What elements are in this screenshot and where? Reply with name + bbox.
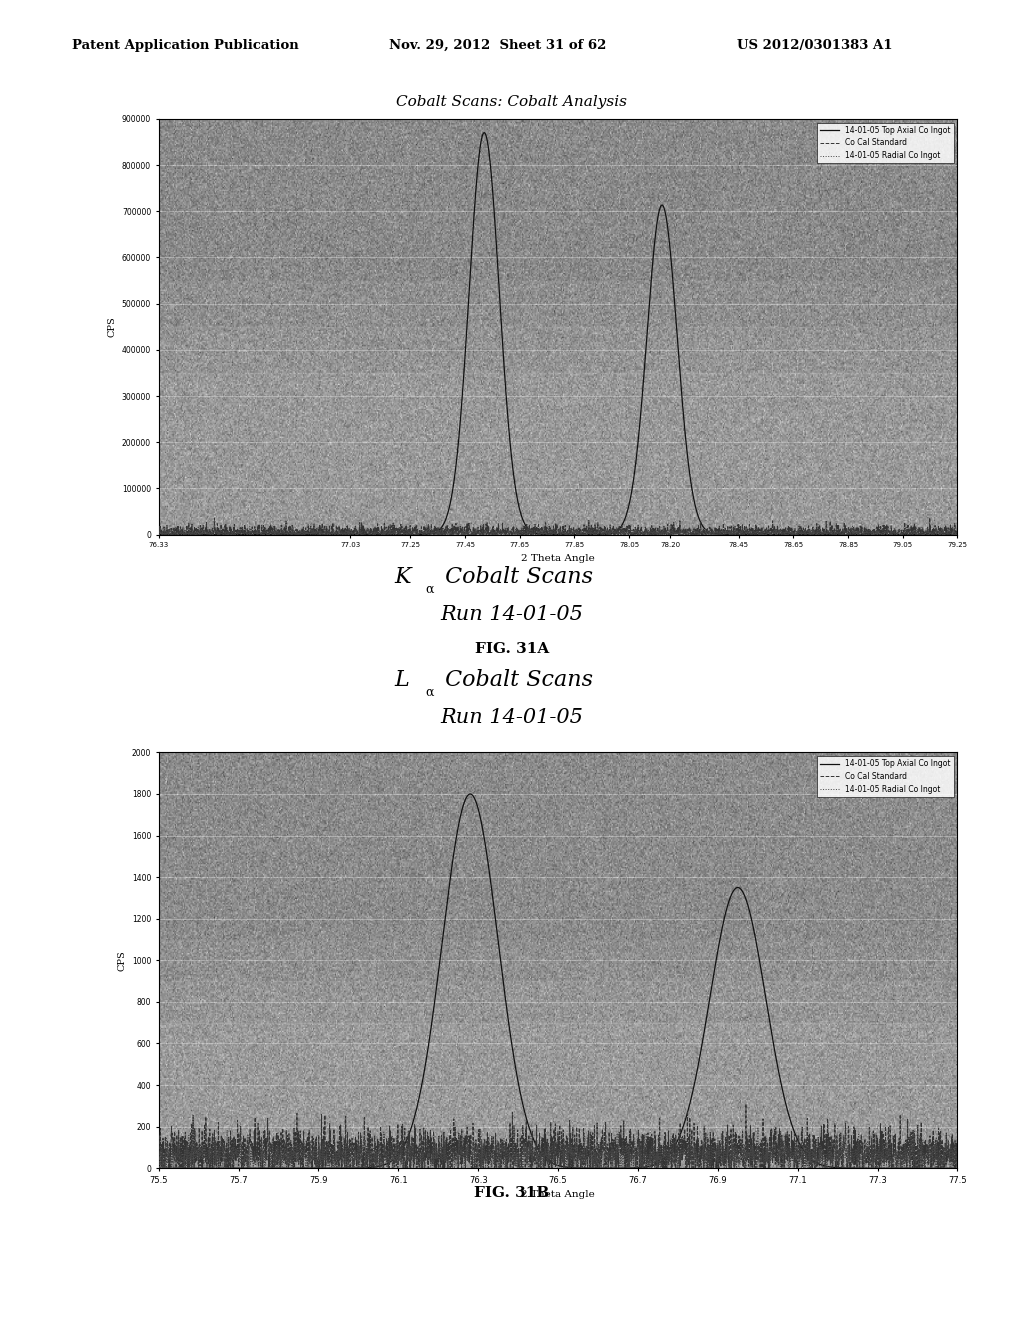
14-01-05 Top Axial Co Ingot (494, 948, 506, 964)
14-01-05 Radial Co Ingot (244, 1142, 256, 1158)
Text: Cobalt Scans: Cobalt Analysis: Cobalt Scans: Cobalt Analysis (396, 95, 628, 108)
Text: Cobalt Scans: Cobalt Scans (438, 669, 593, 692)
14-01-05 Radial Co Ingot (292, 527, 304, 543)
Co Cal Standard (459, 1127, 471, 1143)
14-01-05 Top Axial Co Ingot (153, 527, 165, 543)
Co Cal Standard (459, 527, 471, 543)
Text: Nov. 29, 2012  Sheet 31 of 62: Nov. 29, 2012 Sheet 31 of 62 (389, 38, 606, 51)
14-01-05 Top Axial Co Ingot (244, 527, 256, 543)
14-01-05 Radial Co Ingot (616, 519, 629, 535)
14-01-05 Top Axial Co Ingot (459, 348, 471, 364)
14-01-05 Radial Co Ingot (154, 1160, 166, 1176)
14-01-05 Radial Co Ingot (951, 527, 964, 543)
Co Cal Standard (739, 1096, 752, 1111)
Line: 14-01-05 Top Axial Co Ingot: 14-01-05 Top Axial Co Ingot (159, 133, 957, 535)
Co Cal Standard (936, 521, 948, 537)
14-01-05 Top Axial Co Ingot (291, 527, 303, 543)
Line: Co Cal Standard: Co Cal Standard (159, 1104, 957, 1168)
Co Cal Standard (951, 1122, 964, 1138)
14-01-05 Top Axial Co Ingot (850, 527, 862, 543)
14-01-05 Top Axial Co Ingot (478, 125, 490, 141)
Legend: 14-01-05 Top Axial Co Ingot, Co Cal Standard, 14-01-05 Radial Co Ingot: 14-01-05 Top Axial Co Ingot, Co Cal Stan… (817, 756, 953, 797)
Line: 14-01-05 Radial Co Ingot: 14-01-05 Radial Co Ingot (159, 1126, 957, 1168)
Bar (159, 752, 957, 940)
Co Cal Standard (850, 1147, 862, 1163)
14-01-05 Radial Co Ingot (936, 524, 948, 540)
14-01-05 Radial Co Ingot (153, 527, 165, 543)
14-01-05 Radial Co Ingot (292, 1146, 304, 1162)
Co Cal Standard (154, 1160, 166, 1176)
Y-axis label: CPS: CPS (108, 317, 117, 337)
14-01-05 Top Axial Co Ingot (291, 1160, 303, 1176)
14-01-05 Radial Co Ingot (494, 524, 506, 540)
Bar (159, 940, 957, 981)
Text: Patent Application Publication: Patent Application Publication (72, 38, 298, 51)
Bar (159, 981, 957, 1023)
Co Cal Standard (494, 525, 506, 541)
14-01-05 Radial Co Ingot (459, 527, 471, 543)
14-01-05 Top Axial Co Ingot (951, 1160, 964, 1176)
Bar (159, 1023, 957, 1168)
14-01-05 Top Axial Co Ingot (459, 792, 471, 808)
Text: Cobalt Scans: Cobalt Scans (438, 566, 593, 589)
Text: FIG. 31B: FIG. 31B (474, 1187, 550, 1200)
X-axis label: 2 Theta Angle: 2 Theta Angle (521, 554, 595, 562)
14-01-05 Top Axial Co Ingot (936, 1160, 948, 1176)
14-01-05 Top Axial Co Ingot (850, 1160, 862, 1176)
14-01-05 Top Axial Co Ingot (464, 787, 476, 803)
X-axis label: 2 Theta Angle: 2 Theta Angle (521, 1191, 595, 1200)
Co Cal Standard (850, 523, 862, 539)
14-01-05 Top Axial Co Ingot (936, 527, 948, 543)
Bar (159, 374, 957, 535)
Co Cal Standard (951, 525, 964, 541)
Line: 14-01-05 Top Axial Co Ingot: 14-01-05 Top Axial Co Ingot (159, 795, 957, 1168)
Text: α: α (425, 582, 433, 595)
14-01-05 Radial Co Ingot (951, 1152, 964, 1168)
Co Cal Standard (153, 523, 165, 539)
Co Cal Standard (924, 510, 936, 525)
Text: Run 14-01-05: Run 14-01-05 (440, 709, 584, 727)
Text: FIG. 31A: FIG. 31A (475, 643, 549, 656)
Line: Co Cal Standard: Co Cal Standard (159, 517, 957, 535)
14-01-05 Top Axial Co Ingot (951, 527, 964, 543)
Text: Run 14-01-05: Run 14-01-05 (440, 606, 584, 624)
Co Cal Standard (244, 1122, 256, 1138)
Co Cal Standard (153, 1152, 165, 1168)
Text: US 2012/0301383 A1: US 2012/0301383 A1 (737, 38, 893, 51)
Line: 14-01-05 Radial Co Ingot: 14-01-05 Radial Co Ingot (159, 527, 957, 535)
Co Cal Standard (494, 1150, 506, 1166)
Co Cal Standard (156, 527, 168, 543)
14-01-05 Radial Co Ingot (850, 1148, 862, 1164)
14-01-05 Radial Co Ingot (564, 1118, 577, 1134)
Text: α: α (425, 685, 433, 698)
Co Cal Standard (936, 1131, 948, 1147)
Co Cal Standard (292, 523, 304, 539)
14-01-05 Top Axial Co Ingot (153, 1160, 165, 1176)
14-01-05 Radial Co Ingot (153, 1147, 165, 1163)
14-01-05 Radial Co Ingot (850, 525, 862, 541)
14-01-05 Radial Co Ingot (153, 524, 165, 540)
Co Cal Standard (292, 1133, 304, 1148)
Text: L: L (394, 669, 409, 692)
14-01-05 Radial Co Ingot (936, 1156, 948, 1172)
Bar (159, 281, 957, 327)
14-01-05 Top Axial Co Ingot (494, 293, 506, 309)
Y-axis label: CPS: CPS (117, 950, 126, 970)
Bar (159, 119, 957, 281)
Co Cal Standard (244, 527, 256, 543)
14-01-05 Radial Co Ingot (494, 1137, 506, 1152)
14-01-05 Radial Co Ingot (244, 527, 256, 543)
14-01-05 Radial Co Ingot (459, 1140, 471, 1156)
Text: K: K (394, 566, 411, 589)
14-01-05 Top Axial Co Ingot (244, 1160, 256, 1176)
Bar (159, 327, 957, 374)
Legend: 14-01-05 Top Axial Co Ingot, Co Cal Standard, 14-01-05 Radial Co Ingot: 14-01-05 Top Axial Co Ingot, Co Cal Stan… (817, 123, 953, 164)
